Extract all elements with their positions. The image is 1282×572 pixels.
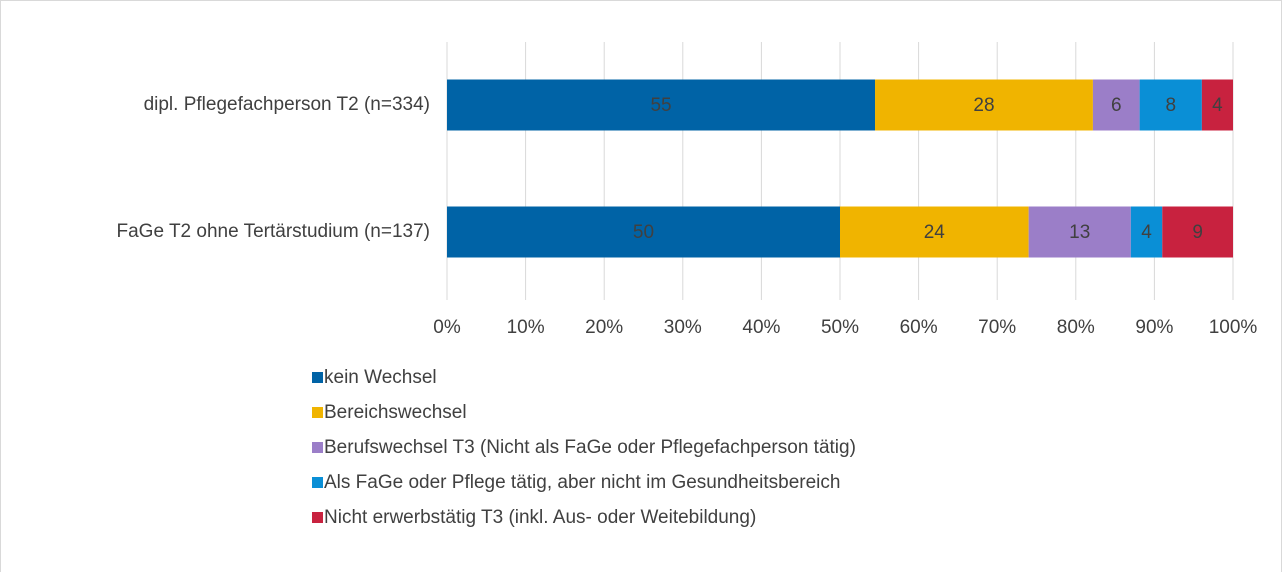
data-label: 24 <box>924 222 946 243</box>
bar-segment <box>840 206 1029 258</box>
x-tick-label: 10% <box>507 317 545 338</box>
bar-segment <box>1162 206 1233 258</box>
legend-swatch <box>312 407 323 418</box>
bar-segment <box>1130 206 1163 258</box>
data-label: 28 <box>973 95 994 116</box>
x-tick-label: 0% <box>433 317 461 338</box>
data-label: 6 <box>1111 95 1122 116</box>
legend-swatch <box>312 372 323 383</box>
legend-swatch <box>312 477 323 488</box>
x-tick-label: 70% <box>978 317 1016 338</box>
legend-label: Bereichswechsel <box>324 402 467 423</box>
x-tick-label: 20% <box>585 317 623 338</box>
y-tick-label: FaGe T2 ohne Tertärstudium (n=137) <box>117 221 431 242</box>
x-tick-label: 80% <box>1057 317 1095 338</box>
data-label: 9 <box>1192 222 1203 243</box>
data-label: 4 <box>1141 222 1152 243</box>
y-tick-label: dipl. Pflegefachperson T2 (n=334) <box>144 94 430 115</box>
bar-segment <box>1201 79 1233 131</box>
bar-segment <box>1092 79 1140 131</box>
legend-label: Berufswechsel T3 (Nicht als FaGe oder Pf… <box>324 437 856 458</box>
x-tick-label: 40% <box>742 317 780 338</box>
x-tick-label: 30% <box>664 317 702 338</box>
x-tick-label: 100% <box>1209 317 1258 338</box>
x-tick-label: 60% <box>900 317 938 338</box>
legend-label: Als FaGe oder Pflege tätig, aber nicht i… <box>324 472 840 493</box>
data-label: 8 <box>1165 95 1176 116</box>
bar-segment <box>875 79 1093 131</box>
bar-segment <box>447 206 840 258</box>
bar-segment <box>1139 79 1202 131</box>
legend-label: Nicht erwerbstätig T3 (inkl. Aus- oder W… <box>324 507 756 528</box>
x-tick-label: 50% <box>821 317 859 338</box>
bar-segment <box>447 79 876 131</box>
legend-swatch <box>312 512 323 523</box>
legend-label: kein Wechsel <box>324 367 437 388</box>
data-label: 13 <box>1069 222 1090 243</box>
x-tick-label: 90% <box>1135 317 1173 338</box>
data-label: 50 <box>633 222 654 243</box>
bar-segment <box>1028 206 1131 258</box>
legend-swatch <box>312 442 323 453</box>
data-label: 4 <box>1212 95 1223 116</box>
data-label: 55 <box>650 95 671 116</box>
